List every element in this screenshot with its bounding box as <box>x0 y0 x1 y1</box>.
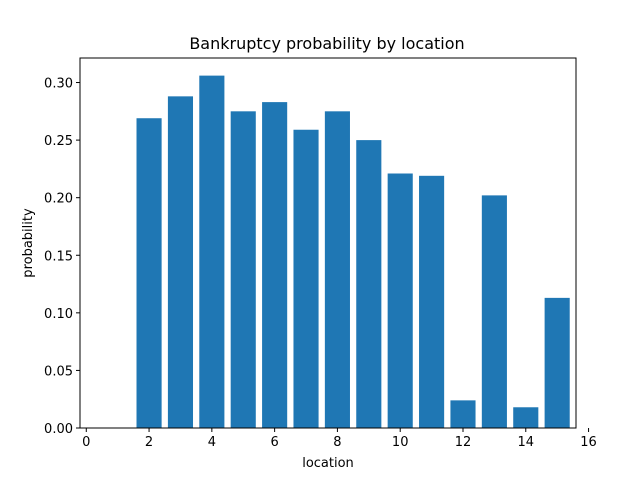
y-tick-label: 0.05 <box>44 364 73 379</box>
bar-location-10 <box>387 173 413 428</box>
x-tick-label: 8 <box>333 435 341 450</box>
x-tick-label: 12 <box>455 435 472 450</box>
bar-location-14 <box>513 407 539 428</box>
x-tick-label: 10 <box>392 435 409 450</box>
bar-location-9 <box>356 140 382 429</box>
plot-frame <box>79 57 577 429</box>
bar-location-13 <box>481 195 507 428</box>
x-axis-ticks: 0 2 4 6 8 10 12 14 16 <box>82 428 597 450</box>
y-axis-label: probability <box>21 208 36 278</box>
y-tick-label: 0.30 <box>44 77 73 92</box>
x-tick-label: 4 <box>208 435 216 450</box>
bar-location-7 <box>293 129 319 429</box>
y-tick-label: 0.15 <box>44 249 73 264</box>
x-tick-label: 6 <box>270 435 278 450</box>
bar-location-2 <box>136 118 162 428</box>
chart-title: Bankruptcy probability by location <box>189 34 464 53</box>
y-tick-label: 0.10 <box>44 307 73 322</box>
x-tick-label: 16 <box>580 435 597 450</box>
x-tick-label: 0 <box>82 435 90 450</box>
x-tick-label: 2 <box>145 435 153 450</box>
y-tick-label: 0.20 <box>44 192 73 207</box>
bar-location-6 <box>262 102 288 429</box>
bars-group <box>136 75 570 429</box>
bar-location-8 <box>324 111 350 428</box>
y-tick-label: 0.00 <box>44 422 73 437</box>
bar-location-15 <box>544 297 570 428</box>
x-axis-label: location <box>302 456 354 471</box>
y-tick-label: 0.25 <box>44 134 73 149</box>
bar-location-12 <box>450 400 476 428</box>
bar-location-5 <box>230 111 256 428</box>
bar-location-4 <box>199 75 225 429</box>
y-axis-ticks: 0.00 0.05 0.10 0.15 0.20 0.25 0.30 <box>44 77 80 437</box>
bar-location-11 <box>419 175 445 428</box>
x-tick-label: 14 <box>517 435 534 450</box>
bar-location-3 <box>167 96 194 428</box>
